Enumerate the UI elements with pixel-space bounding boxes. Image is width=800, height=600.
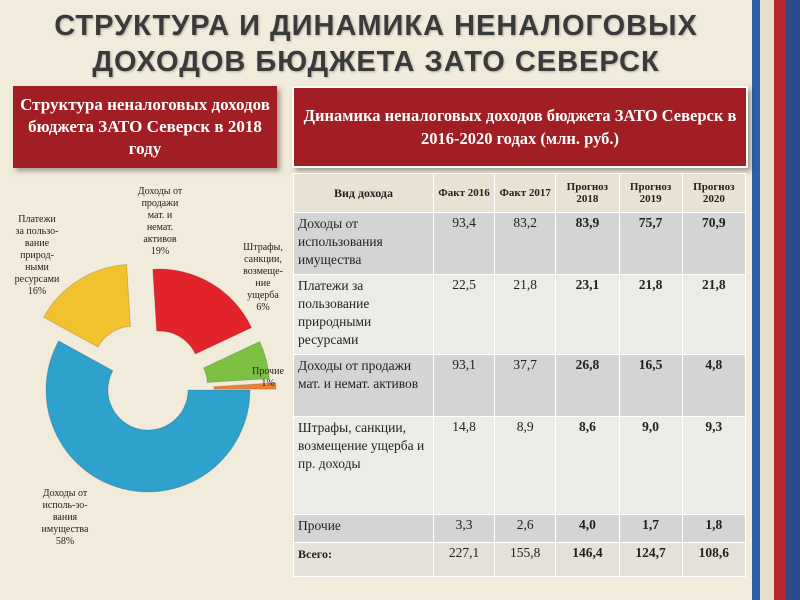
cell: 1,7 (618, 514, 683, 543)
cell: 8,9 (494, 416, 557, 515)
col-header: Прогноз 2019 (618, 173, 683, 213)
pie-label-line: 16% (27, 286, 47, 297)
pie-chart (42, 264, 277, 493)
stripe-red (774, 0, 786, 600)
col-header: Вид дохода (293, 173, 434, 213)
page-title: СТРУКТУРА И ДИНАМИКА НЕНАЛОГОВЫХ ДОХОДОВ… (0, 8, 752, 80)
stripe-blue (752, 0, 760, 600)
stripe-light (760, 0, 774, 600)
table-row: Платежи за пользование природными ресурс… (293, 274, 747, 355)
pie-label-line: продажи (141, 198, 179, 209)
cell: 9,3 (681, 416, 747, 515)
pie-label-line: исполь-зо- (42, 500, 88, 511)
cell: 4,8 (681, 354, 747, 417)
title-line-2: ДОХОДОВ БЮДЖЕТА ЗАТО СЕВЕРСК (92, 46, 660, 78)
col-header: Прогноз 2020 (681, 173, 747, 213)
pie-label-line: ущерба (247, 290, 279, 301)
pie-label-red: Доходы от продажи мат. и немат. активов 19% (128, 186, 192, 258)
pie-label-line: 6% (256, 302, 270, 313)
cell: 4,0 (555, 514, 620, 543)
table-row: Штрафы, санкции, возмещение ущерба и пр.… (293, 416, 747, 515)
cell: 9,0 (618, 416, 683, 515)
cell: 93,4 (432, 212, 496, 275)
pie-slice (45, 340, 251, 493)
pie-label-line: Штрафы, (243, 242, 283, 253)
col-header: Прогноз 2018 (555, 173, 620, 213)
pie-slice (202, 340, 270, 384)
cell: 16,5 (618, 354, 683, 417)
cell: 21,8 (681, 274, 747, 355)
structure-header: Структура неналоговых доходов бюджета ЗА… (20, 95, 270, 158)
row-name: Доходы от использования имущества (293, 212, 434, 275)
pie-label-blue: Доходы от исполь-зо-вания имущества 58% (20, 488, 110, 548)
dynamics-header: Динамика неналоговых доходов бюджета ЗАТ… (303, 106, 737, 148)
pie-label-line: ными (25, 262, 49, 273)
row-name: Всего: (293, 542, 434, 577)
cell: 108,6 (681, 542, 747, 577)
pie-slice (213, 382, 277, 390)
table-header-row: Вид дохода Факт 2016 Факт 2017 Прогноз 2… (293, 173, 747, 213)
pie-label-line: активов (143, 234, 177, 245)
pie-label-line: 58% (55, 536, 75, 547)
cell: 14,8 (432, 416, 496, 515)
cell: 8,6 (555, 416, 620, 515)
row-name: Доходы от продажи мат. и немат. активов (293, 354, 434, 417)
cell: 23,1 (555, 274, 620, 355)
table-row: Прочие 3,3 2,6 4,0 1,7 1,8 (293, 514, 747, 543)
cell: 37,7 (494, 354, 557, 417)
cell: 70,9 (681, 212, 747, 275)
stripe-navy (786, 0, 800, 600)
cell: 93,1 (432, 354, 496, 417)
pie-label-line: 19% (150, 246, 170, 257)
pie-label-line: природ- (20, 250, 54, 261)
structure-header-box: Структура неналоговых доходов бюджета ЗА… (13, 86, 277, 168)
table-row: Доходы от использования имущества 93,4 8… (293, 212, 747, 275)
pie-label-line: Платежи (18, 214, 56, 225)
pie-label-line: немат. (146, 222, 174, 233)
pie-label-line: за пользо- (15, 226, 59, 237)
pie-label-orange: Прочие 1% (246, 366, 290, 390)
row-name: Штрафы, санкции, возмещение ущерба и пр.… (293, 416, 434, 515)
cell: 75,7 (618, 212, 683, 275)
pie-label-line: ресурсами (14, 274, 60, 285)
cell: 26,8 (555, 354, 620, 417)
cell: 22,5 (432, 274, 496, 355)
cell: 83,2 (494, 212, 557, 275)
pie-label-line: 1% (261, 378, 275, 389)
pie-slice (152, 268, 253, 355)
pie-label-line: Доходы от (137, 186, 183, 197)
pie-label-line: мат. и (147, 210, 173, 221)
table-row: Доходы от продажи мат. и немат. активов … (293, 354, 747, 417)
pie-label-line: вание (24, 238, 50, 249)
cell: 227,1 (432, 542, 496, 577)
cell: 124,7 (618, 542, 683, 577)
title-line-1: СТРУКТУРА И ДИНАМИКА НЕНАЛОГОВЫХ (54, 10, 698, 42)
dynamics-header-box: Динамика неналоговых доходов бюджета ЗАТ… (292, 86, 748, 168)
table-total-row: Всего: 227,1 155,8 146,4 124,7 108,6 (293, 542, 747, 577)
pie-label-line: возмеще- (243, 266, 283, 277)
cell: 1,8 (681, 514, 747, 543)
col-header: Факт 2016 (432, 173, 496, 213)
cell: 146,4 (555, 542, 620, 577)
dynamics-table: Вид дохода Факт 2016 Факт 2017 Прогноз 2… (293, 173, 747, 577)
pie-label-line: Прочие (252, 366, 284, 377)
pie-label-line: имущества (41, 524, 89, 535)
cell: 21,8 (618, 274, 683, 355)
pie-label-yellow: Платежи за пользо-вание природ-ными ресурса… (2, 214, 72, 298)
row-name: Прочие (293, 514, 434, 543)
pie-label-line: Доходы от (42, 488, 88, 499)
cell: 21,8 (494, 274, 557, 355)
cell: 83,9 (555, 212, 620, 275)
pie-label-green: Штрафы, санкции, возмеще-ние ущерба 6% (234, 242, 292, 314)
pie-label-line: ние (255, 278, 271, 289)
row-name: Платежи за пользование природными ресурс… (293, 274, 434, 355)
col-header: Факт 2017 (494, 173, 557, 213)
cell: 3,3 (432, 514, 496, 543)
pie-slice (42, 264, 132, 348)
decorative-stripes (752, 0, 800, 600)
pie-label-line: вания (52, 512, 78, 523)
cell: 2,6 (494, 514, 557, 543)
cell: 155,8 (494, 542, 557, 577)
pie-label-line: санкции, (244, 254, 282, 265)
